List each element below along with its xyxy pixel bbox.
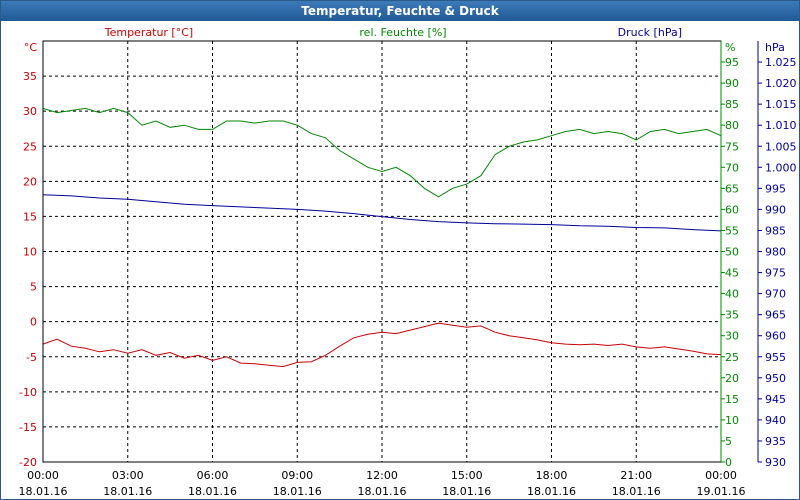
x-tick-date: 18.01.16	[103, 485, 152, 498]
y-tick-pressure: 930	[765, 456, 786, 469]
y-tick-temperature: -15	[19, 421, 37, 434]
y-tick-pressure: 975	[765, 267, 786, 280]
y-tick-temperature: -10	[19, 386, 37, 399]
unit-humidity: %	[725, 41, 735, 54]
series-temperature-line	[42, 322, 722, 368]
y-tick-humidity: 15	[725, 393, 739, 406]
y-tick-humidity: 10	[725, 414, 739, 427]
series-layer	[42, 107, 722, 368]
x-tick-date: 18.01.16	[19, 485, 68, 498]
grid	[43, 41, 721, 462]
y-tick-humidity: 80	[725, 119, 739, 132]
y-tick-pressure: 995	[765, 182, 786, 195]
y-tick-pressure: 985	[765, 224, 786, 237]
y-tick-pressure: 940	[765, 414, 786, 427]
y-tick-temperature: 10	[23, 246, 37, 259]
plot-frame	[42, 40, 762, 463]
y-tick-temperature: 5	[30, 281, 37, 294]
y-tick-pressure: 1.010	[765, 119, 797, 132]
y-tick-temperature: 20	[23, 175, 37, 188]
x-tick-date: 18.01.16	[188, 485, 237, 498]
unit-pressure: hPa	[765, 41, 785, 54]
y-tick-pressure: 990	[765, 203, 786, 216]
legend-temperature: Temperatur [°C]	[104, 26, 193, 39]
y-tick-temperature: -20	[19, 456, 37, 469]
y-tick-humidity: 50	[725, 246, 739, 259]
y-tick-pressure: 970	[765, 288, 786, 301]
window-title: Temperatur, Feuchte & Druck	[1, 1, 799, 21]
x-tick-time: 00:00	[27, 469, 59, 482]
y-tick-temperature: 15	[23, 210, 37, 223]
x-tick-time: 18:00	[536, 469, 568, 482]
y-tick-pressure: 965	[765, 309, 786, 322]
y-tick-pressure: 1.000	[765, 161, 797, 174]
y-tick-humidity: 5	[725, 435, 732, 448]
x-tick-date: 18.01.16	[612, 485, 661, 498]
x-tick-time: 00:00	[705, 469, 737, 482]
x-tick-date: 19.01.16	[697, 485, 746, 498]
y-tick-pressure: 980	[765, 246, 786, 259]
y-tick-pressure: 1.020	[765, 77, 797, 90]
x-tick-time: 12:00	[366, 469, 398, 482]
y-tick-pressure: 1.025	[765, 56, 797, 69]
y-tick-pressure: 1.015	[765, 98, 797, 111]
y-tick-humidity: 0	[725, 456, 732, 469]
y-tick-humidity: 95	[725, 56, 739, 69]
series-humidity-line	[42, 107, 722, 198]
y-tick-pressure: 945	[765, 393, 786, 406]
y-tick-temperature: 30	[23, 105, 37, 118]
y-tick-humidity: 70	[725, 161, 739, 174]
legend-humidity: rel. Feuchte [%]	[359, 26, 446, 39]
x-tick-date: 18.01.16	[358, 485, 407, 498]
x-tick-time: 03:00	[112, 469, 144, 482]
y-tick-humidity: 40	[725, 288, 739, 301]
x-tick-time: 21:00	[620, 469, 652, 482]
y-tick-humidity: 35	[725, 309, 739, 322]
y-tick-humidity: 85	[725, 98, 739, 111]
y-tick-pressure: 955	[765, 351, 786, 364]
x-tick-time: 09:00	[281, 469, 313, 482]
y-tick-temperature: 0	[30, 316, 37, 329]
y-tick-humidity: 45	[725, 267, 739, 280]
legend-pressure: Druck [hPa]	[618, 26, 682, 39]
x-tick-time: 06:00	[197, 469, 229, 482]
x-tick-date: 18.01.16	[527, 485, 576, 498]
unit-temperature: °C	[24, 41, 38, 54]
y-tick-humidity: 55	[725, 224, 739, 237]
axis-labels: 00:00 18.01.16 03:00 18.01.16 06:00 18.01.16 0…	[19, 26, 797, 498]
y-tick-humidity: 30	[725, 330, 739, 343]
y-tick-humidity: 65	[725, 182, 739, 195]
chart-canvas: 00:00 18.01.16 03:00 18.01.16 06:00 18.01.16 0…	[19, 26, 797, 498]
y-tick-humidity: 60	[725, 203, 739, 216]
y-tick-temperature: 25	[23, 140, 37, 153]
y-tick-pressure: 950	[765, 372, 786, 385]
y-tick-humidity: 20	[725, 372, 739, 385]
y-tick-pressure: 960	[765, 330, 786, 343]
y-tick-pressure: 935	[765, 435, 786, 448]
y-tick-humidity: 25	[725, 351, 739, 364]
x-tick-date: 18.01.16	[442, 485, 491, 498]
y-tick-humidity: 75	[725, 140, 739, 153]
y-tick-temperature: 35	[23, 70, 37, 83]
x-tick-time: 15:00	[451, 469, 483, 482]
y-tick-pressure: 1.005	[765, 140, 797, 153]
y-tick-humidity: 90	[725, 77, 739, 90]
series-pressure-line	[42, 194, 722, 232]
x-tick-date: 18.01.16	[273, 485, 322, 498]
y-tick-temperature: -5	[26, 351, 37, 364]
